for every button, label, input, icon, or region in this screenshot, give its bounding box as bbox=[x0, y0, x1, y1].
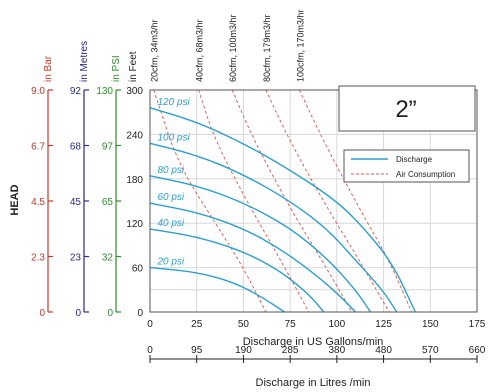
air-line-label: 80cfm, 179m3/hr bbox=[262, 14, 272, 82]
metres-tick-label: 0 bbox=[75, 308, 81, 319]
legend-air-label: Air Consumption bbox=[396, 170, 455, 179]
discharge-curve bbox=[149, 142, 398, 313]
x-tick-label: 175 bbox=[469, 319, 486, 330]
bar-axis-label: in Bar bbox=[43, 55, 54, 82]
discharge-curve bbox=[149, 202, 357, 313]
air-line-label: 40cfm, 68m3/hr bbox=[195, 19, 205, 82]
discharge-curve bbox=[149, 107, 416, 313]
plot-frame bbox=[149, 89, 478, 313]
series-label: 100 psi bbox=[157, 132, 190, 143]
psi-tick-label: 65 bbox=[102, 197, 114, 208]
psi-tick-label: 130 bbox=[96, 86, 113, 97]
metres-axis-label: in Metres bbox=[79, 41, 90, 82]
discharge-curve bbox=[149, 175, 372, 313]
air-line bbox=[153, 89, 267, 313]
head-label: HEAD bbox=[9, 184, 21, 215]
litres-tick-label: 480 bbox=[375, 345, 392, 356]
bar-tick-label: 0 bbox=[39, 308, 45, 319]
feet-tick-label: 300 bbox=[126, 86, 143, 97]
x-tick-label: 0 bbox=[147, 319, 153, 330]
psi-axis-label: in PSI bbox=[111, 55, 122, 82]
discharge-curve bbox=[149, 266, 285, 313]
psi-tick-label: 32 bbox=[102, 253, 114, 264]
bar-tick-label: 2.3 bbox=[31, 253, 45, 264]
x-axis-title: Discharge in US Gallons/min bbox=[243, 336, 384, 348]
x-tick-label: 100 bbox=[329, 319, 346, 330]
discharge-curve bbox=[149, 228, 325, 313]
litres-tick-label: 380 bbox=[329, 345, 346, 356]
air-line-label: 20cfm, 34m3/hr bbox=[150, 19, 160, 82]
air-line bbox=[299, 89, 413, 313]
air-line-label: 60cfm, 100m3/hr bbox=[228, 14, 238, 82]
x2-axis-title: Discharge in Litres /min bbox=[256, 377, 371, 389]
litres-tick-label: 95 bbox=[191, 345, 203, 356]
air-line bbox=[231, 89, 353, 313]
chart-axes: 0 25 50 75 100 125 150 175 0 60 120 180 240 300 0 2.3 4.… bbox=[31, 9, 486, 363]
legend-discharge-label: Discharge bbox=[396, 155, 433, 164]
feet-tick-label: 0 bbox=[137, 308, 143, 319]
air-line bbox=[265, 89, 390, 313]
psi-tick-label: 97 bbox=[102, 142, 114, 153]
series-label: 120 psi bbox=[157, 97, 190, 108]
litres-tick-label: 190 bbox=[235, 345, 252, 356]
air-line bbox=[198, 89, 310, 313]
litres-tick-label: 0 bbox=[147, 345, 153, 356]
litres-tick-label: 660 bbox=[469, 345, 486, 356]
metres-tick-label: 68 bbox=[70, 142, 82, 153]
legend-box bbox=[343, 149, 470, 183]
series-label: 40 psi bbox=[157, 218, 184, 229]
x-tick-label: 25 bbox=[191, 319, 203, 330]
x-tick-label: 150 bbox=[422, 319, 439, 330]
feet-axis-label: in Feet bbox=[128, 51, 139, 82]
psi-tick-label: 0 bbox=[107, 308, 113, 319]
air-line-label: 100cfm, 170m3/hr bbox=[295, 9, 305, 82]
bar-tick-label: 6.7 bbox=[31, 142, 45, 153]
series-label: 80 psi bbox=[157, 165, 184, 176]
x-tick-label: 50 bbox=[238, 319, 250, 330]
feet-tick-label: 120 bbox=[126, 219, 143, 230]
series-label: 20 psi bbox=[156, 257, 184, 268]
metres-tick-label: 45 bbox=[70, 197, 82, 208]
metres-tick-label: 92 bbox=[70, 86, 82, 97]
feet-tick-label: 60 bbox=[132, 264, 144, 275]
metres-tick-label: 23 bbox=[70, 253, 82, 264]
legend: Discharge Air Consumption bbox=[343, 149, 470, 183]
x-tick-label: 125 bbox=[375, 319, 392, 330]
x-tick-label: 75 bbox=[285, 319, 297, 330]
model-label: 2” bbox=[395, 96, 416, 123]
bar-tick-label: 9.0 bbox=[31, 86, 45, 97]
feet-tick-label: 180 bbox=[126, 175, 143, 186]
litres-tick-label: 570 bbox=[422, 345, 439, 356]
feet-tick-label: 240 bbox=[126, 130, 143, 141]
series-label: 60 psi bbox=[157, 192, 184, 203]
discharge-curves: 120 psi 100 psi 80 psi 60 psi 40 psi 20 psi bbox=[149, 97, 416, 313]
litres-tick-label: 285 bbox=[282, 345, 299, 356]
bar-tick-label: 4.5 bbox=[31, 197, 45, 208]
model-box bbox=[338, 85, 476, 132]
